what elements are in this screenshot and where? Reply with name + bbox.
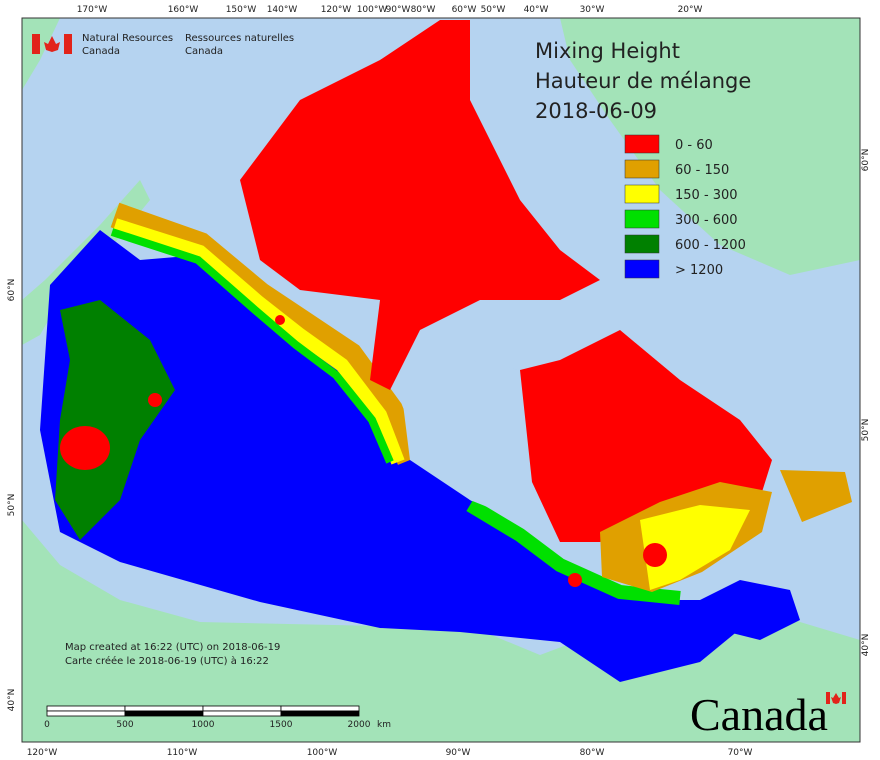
- legend-label: 60 - 150: [675, 163, 729, 178]
- scale-bar: 0 500 1000 1500 2000 km: [44, 705, 391, 730]
- scale-label: 1000: [192, 720, 215, 730]
- flag-bar: [32, 34, 40, 54]
- legend-swatch: [624, 184, 660, 204]
- legend: 0 - 60 60 - 150 150 - 300 300 - 600 600 - 12…: [624, 134, 746, 279]
- lon-label: 20°W: [678, 5, 703, 15]
- scale-label: 1500: [270, 720, 293, 730]
- nrcan-signature: Natural Resources Canada Ressources natu…: [32, 33, 294, 57]
- scale-label: 0: [44, 720, 50, 730]
- scale-label: 2000: [348, 720, 371, 730]
- lat-label: 50°N: [7, 494, 17, 517]
- agency-fr: Ressources naturelles: [185, 33, 294, 44]
- lon-label: 100°W: [307, 748, 338, 758]
- agency-fr: Canada: [185, 46, 223, 57]
- russia: [22, 18, 60, 90]
- zone-low: [60, 426, 110, 470]
- agency-en: Natural Resources: [82, 33, 173, 44]
- scale-unit: km: [377, 720, 391, 730]
- lat-label: 40°N: [861, 634, 871, 657]
- zone-low: [643, 543, 667, 567]
- scale-segment: [280, 710, 360, 717]
- zone-low: [148, 393, 162, 407]
- scale-segment: [46, 710, 126, 717]
- zone-low: [275, 315, 285, 325]
- flag-bar: [826, 692, 830, 704]
- zone-band: [110, 228, 394, 464]
- lon-label: 120°W: [321, 5, 352, 15]
- lat-label: 40°N: [7, 689, 17, 712]
- greenland: [560, 18, 860, 275]
- lon-label: 90°W: [386, 5, 411, 15]
- legend-label: 0 - 60: [675, 138, 713, 153]
- legend-swatch: [624, 159, 660, 179]
- title: Mixing Height: [535, 39, 680, 63]
- legend-label: 300 - 600: [675, 213, 738, 228]
- map-border: [21, 17, 861, 743]
- lon-label: 90°W: [446, 748, 471, 758]
- note: Carte créée le 2018-06-19 (UTC) à 16:22: [65, 655, 269, 667]
- map-body: [22, 18, 860, 742]
- zone-high: [700, 580, 800, 640]
- canada-wordmark: Canada: [690, 689, 846, 740]
- flag-bar: [842, 692, 846, 704]
- zone-band: [780, 470, 852, 522]
- zone-low: [568, 573, 582, 587]
- lon-label: 160°W: [168, 5, 199, 15]
- lon-label: 140°W: [267, 5, 298, 15]
- lon-label: 40°W: [524, 5, 549, 15]
- lon-label: 30°W: [580, 5, 605, 15]
- lon-label: 170°W: [77, 5, 108, 15]
- lon-label: 50°W: [481, 5, 506, 15]
- lon-label: 80°W: [411, 5, 436, 15]
- hudson-bay: [400, 360, 530, 520]
- scale-segment: [280, 705, 360, 712]
- scale-segment: [202, 710, 282, 717]
- scale-segment: [124, 705, 204, 712]
- lon-label: 120°W: [27, 748, 58, 758]
- lat-label: 50°N: [861, 419, 871, 442]
- lat-label: 60°N: [861, 149, 871, 172]
- lon-label: 60°W: [452, 5, 477, 15]
- legend-label: > 1200: [675, 263, 723, 278]
- note: Map created at 16:22 (UTC) on 2018-06-19: [65, 642, 280, 653]
- lon-label: 70°W: [728, 748, 753, 758]
- scale-label: 500: [116, 720, 133, 730]
- agency-en: Canada: [82, 46, 120, 57]
- graticule-labels: 170°W 160°W 150°W 140°W 120°W 100°W90°W 80°W 60…: [7, 5, 871, 758]
- zone-band: [640, 505, 750, 590]
- wordmark: Canada: [690, 689, 828, 740]
- lon-label: 80°W: [580, 748, 605, 758]
- legend-label: 150 - 300: [675, 188, 738, 203]
- legend-label: 600 - 1200: [675, 238, 746, 253]
- lon-label: 110°W: [167, 748, 198, 758]
- zone-low: [240, 20, 600, 390]
- zone-band: [112, 218, 405, 465]
- legend-swatch: [624, 209, 660, 229]
- scale-segment: [202, 705, 282, 712]
- lat-label: 60°N: [7, 279, 17, 302]
- lon-label: 100°W: [357, 5, 388, 15]
- scale-segment: [46, 705, 126, 712]
- flag-leaf: [44, 36, 60, 52]
- flag-bar: [64, 34, 72, 54]
- legend-swatch: [624, 134, 660, 154]
- legend-swatch: [624, 259, 660, 279]
- scale-segment: [124, 710, 204, 717]
- zone-band: [466, 498, 681, 605]
- flag-leaf: [831, 693, 841, 704]
- legend-swatch: [624, 234, 660, 254]
- title: Hauteur de mélange: [535, 69, 751, 93]
- zone-band: [55, 300, 175, 540]
- lon-label: 150°W: [226, 5, 257, 15]
- title: 2018-06-09: [535, 99, 657, 123]
